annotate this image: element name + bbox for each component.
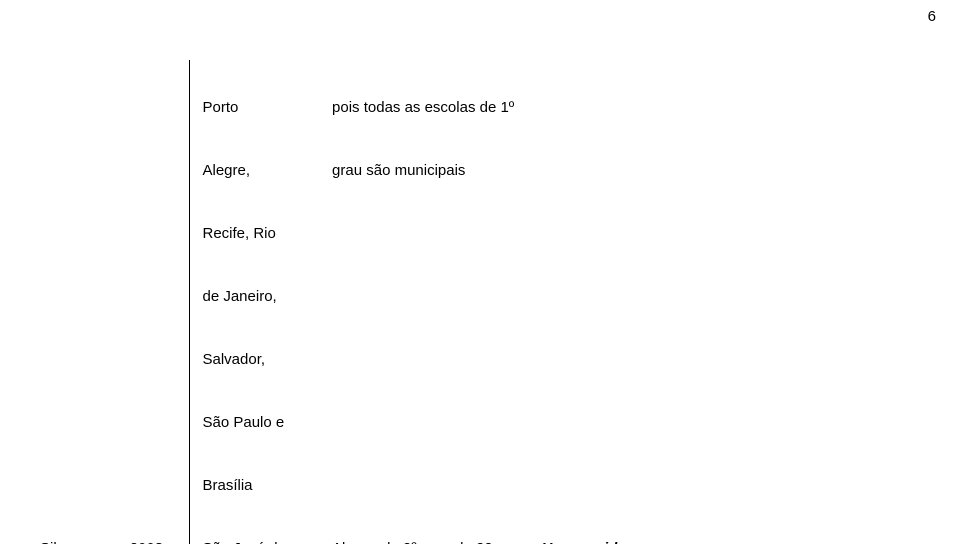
loc-line: Porto (202, 92, 332, 124)
desc-line: pois todas as escolas de 1º (332, 92, 541, 124)
loc-line: Salvador, (202, 344, 332, 376)
blank (541, 344, 920, 376)
blank (541, 407, 920, 439)
table-row: Silva (2006)71 2003 Porto Alegre, Recife… (40, 60, 920, 544)
col-results: Uso na vida: Álcool: 77,0%; Tabaco: 28,7… (541, 60, 920, 544)
blank (130, 344, 190, 376)
blank (40, 344, 130, 376)
year-value: 2003 (130, 533, 190, 544)
blank (130, 281, 190, 313)
col-description: pois todas as escolas de 1º grau são mun… (332, 60, 541, 544)
col-location: Porto Alegre, Recife, Rio de Janeiro, Sa… (189, 60, 332, 544)
blank (541, 281, 920, 313)
blank (40, 155, 130, 187)
loc-line: Alegre, (202, 155, 332, 187)
blank (40, 407, 130, 439)
loc-line: São José do (202, 533, 332, 544)
blank (130, 92, 190, 124)
loc-line: de Janeiro, (202, 281, 332, 313)
blank (541, 92, 920, 124)
col-reference: Silva (2006)71 (40, 60, 130, 544)
desc-line: Alunos do 2º grau de 22 (332, 533, 541, 544)
blank (332, 470, 541, 502)
blank (40, 470, 130, 502)
blank (541, 470, 920, 502)
blank (541, 218, 920, 250)
blank (332, 281, 541, 313)
results-heading: Uso na vida: (541, 533, 920, 544)
loc-line: Brasília (202, 470, 332, 502)
blank (541, 155, 920, 187)
loc-line: São Paulo e (202, 407, 332, 439)
blank (40, 92, 130, 124)
ref-author: Silva (40, 533, 130, 544)
blank (332, 407, 541, 439)
blank (130, 470, 190, 502)
blank (40, 218, 130, 250)
blank (332, 344, 541, 376)
page-number: 6 (928, 8, 936, 25)
blank (130, 407, 190, 439)
col-year: 2003 (130, 60, 190, 544)
blank (40, 281, 130, 313)
blank (130, 155, 190, 187)
blank (130, 218, 190, 250)
blank (332, 218, 541, 250)
desc-line: grau são municipais (332, 155, 541, 187)
loc-line: Recife, Rio (202, 218, 332, 250)
